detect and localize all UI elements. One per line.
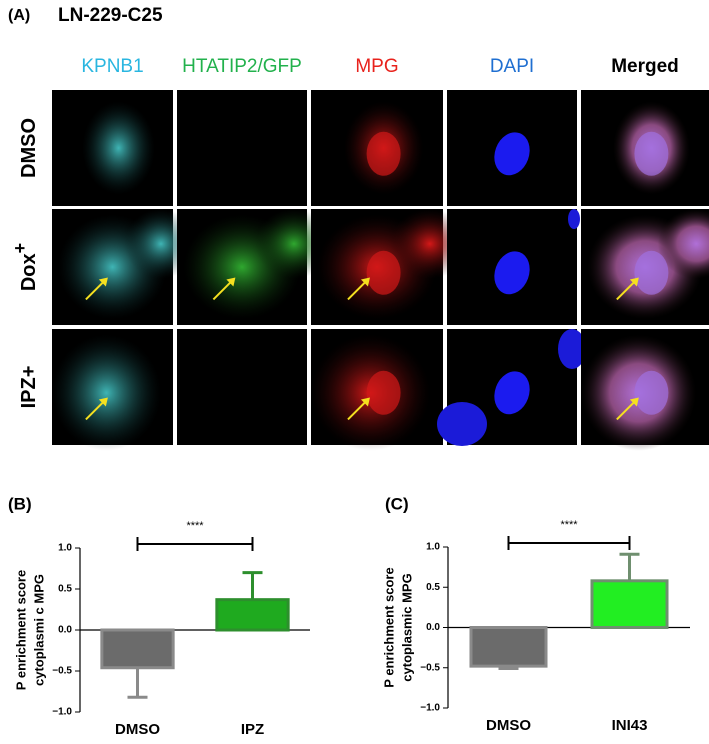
- row-label-text: Dox: [18, 253, 40, 291]
- y-axis-label: cytoplasmic MPG: [399, 573, 414, 681]
- arrow: [347, 280, 367, 301]
- column-header: MPG: [355, 56, 398, 77]
- nucleus: [494, 132, 530, 176]
- row-label-sup: +: [10, 243, 30, 254]
- y-tick-label: −1.0: [52, 707, 72, 718]
- arrow-head: [360, 397, 370, 407]
- nucleus-signal: [366, 250, 401, 295]
- nucleus-signal: [366, 131, 401, 176]
- nucleus: [494, 371, 530, 415]
- panel-label: (C): [385, 494, 409, 513]
- arrow-head: [629, 277, 639, 287]
- y-axis-label: P enrichment score: [13, 570, 28, 690]
- micrograph: [177, 329, 307, 445]
- nucleus-signal: [634, 370, 669, 415]
- significance-label: ****: [186, 520, 204, 532]
- panel-label: (A): [8, 7, 30, 24]
- arrow-head: [629, 397, 639, 407]
- bar: [469, 626, 548, 668]
- arrow: [347, 400, 367, 421]
- arrow: [212, 280, 233, 301]
- y-tick-label: −0.5: [420, 662, 440, 673]
- row-label: DMSO: [18, 118, 40, 178]
- y-tick-label: 1.0: [58, 543, 72, 554]
- cell: [51, 334, 161, 451]
- nucleus: [568, 209, 580, 229]
- nucleus: [494, 251, 530, 295]
- panel-title: LN-229-C25: [58, 5, 163, 26]
- y-tick-label: 0.0: [58, 625, 72, 636]
- nucleus: [437, 402, 487, 446]
- arrow: [85, 280, 105, 301]
- cell: [82, 101, 155, 195]
- bar: [215, 598, 290, 632]
- y-tick-label: −0.5: [52, 666, 72, 677]
- micrograph: [177, 90, 307, 206]
- y-axis-label: cytoplasmi c MPG: [31, 574, 46, 686]
- row-label: IPZ+: [18, 366, 40, 409]
- arrow: [85, 400, 105, 421]
- column-header: HTATIP2/GFP: [182, 56, 302, 77]
- y-axis-label: P enrichment score: [381, 567, 396, 687]
- x-tick-label: DMSO: [115, 721, 160, 738]
- row-label-text: IPZ+: [18, 366, 40, 409]
- row-label: Dox+: [10, 243, 41, 291]
- x-tick-label: DMSO: [486, 717, 531, 734]
- arrow-head: [98, 397, 108, 407]
- panel-label: (B): [8, 494, 32, 513]
- row-label-text: DMSO: [18, 118, 40, 178]
- column-header: KPNB1: [81, 56, 143, 77]
- nucleus-signal: [634, 250, 669, 295]
- bar: [100, 628, 175, 670]
- x-tick-label: IPZ: [241, 721, 264, 738]
- arrow: [616, 400, 636, 421]
- arrow: [616, 280, 636, 301]
- x-tick-label: INI43: [612, 717, 648, 734]
- cell: [657, 209, 709, 279]
- nucleus: [558, 329, 586, 369]
- arrow-head: [226, 277, 236, 287]
- y-tick-label: 0.0: [426, 622, 440, 633]
- column-header: DAPI: [490, 56, 534, 77]
- arrow-head: [360, 277, 370, 287]
- y-tick-label: −1.0: [420, 703, 440, 714]
- column-header: Merged: [611, 56, 679, 77]
- bar: [590, 579, 669, 629]
- y-tick-label: 0.5: [58, 584, 72, 595]
- y-tick-label: 1.0: [426, 542, 440, 553]
- y-tick-label: 0.5: [426, 582, 440, 593]
- nucleus-signal: [366, 370, 401, 415]
- arrow-head: [98, 277, 108, 287]
- nucleus-signal: [634, 131, 669, 176]
- significance-label: ****: [560, 519, 578, 531]
